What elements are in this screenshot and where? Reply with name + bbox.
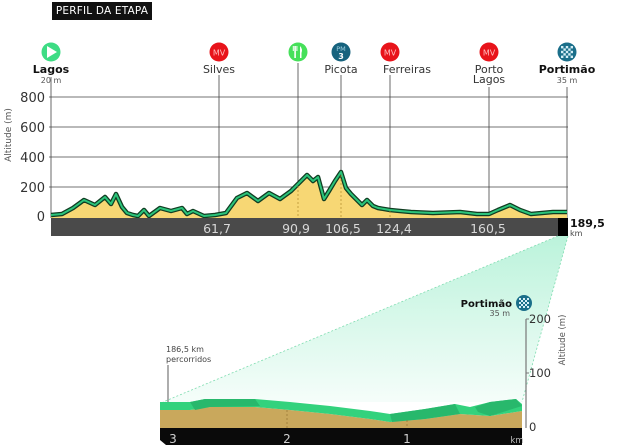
total-distance: 189,5 — [570, 217, 605, 230]
svg-text:600: 600 — [20, 121, 45, 136]
finish-x-ticks: 3 2 1 — [169, 432, 411, 446]
km-labels: 61,7 90,9 106,5 124,4 160,5 — [203, 221, 506, 236]
y-axis-label: Altitude (m) — [4, 108, 14, 162]
sprint-icon: MV — [479, 42, 499, 62]
svg-text:3: 3 — [169, 432, 177, 446]
y-axis-ticks: 800 600 400 200 0 — [20, 91, 45, 225]
waypoint-porto-lagos: Porto — [475, 63, 504, 76]
waypoint-ferreiras: Ferreiras — [383, 63, 431, 76]
finish-ground — [160, 407, 522, 428]
sprint-icon: MV — [380, 42, 400, 62]
svg-text:1: 1 — [403, 432, 411, 446]
svg-text:MV: MV — [483, 49, 496, 58]
checkered-flag-icon — [516, 295, 532, 311]
elevation-profile-line — [50, 171, 567, 217]
sprint-icon: MV — [209, 42, 229, 62]
finish-road-shade — [190, 399, 260, 410]
svg-text:PM: PM — [336, 45, 346, 53]
svg-text:106,5: 106,5 — [325, 221, 361, 236]
svg-text:61,7: 61,7 — [203, 221, 231, 236]
finish-road-shade — [475, 399, 522, 416]
svg-text:MV: MV — [213, 49, 226, 58]
distance-covered-note: 186,5 km — [166, 345, 204, 354]
waypoint-lagos-altitude: 20 m — [41, 76, 62, 85]
finish-y-ticks: 200 100 0 — [529, 312, 551, 434]
mountain-prize-icon: PM 3 — [331, 42, 351, 62]
svg-text:200: 200 — [529, 312, 551, 326]
waypoint-portimao: Portimão — [539, 63, 596, 76]
waypoint-lagos: Lagos — [33, 63, 70, 76]
finish-y-ticks-marks — [526, 318, 529, 374]
svg-text:800: 800 — [20, 91, 45, 106]
finish-marker-block — [558, 218, 568, 236]
finish-x-unit: km — [510, 436, 523, 446]
km-bar — [51, 218, 568, 236]
distance-covered-note-line2: percorridos — [166, 355, 211, 364]
svg-text:124,4: 124,4 — [376, 221, 412, 236]
total-distance-unit: km — [570, 229, 583, 238]
waypoint-picota: Picota — [324, 63, 357, 76]
svg-text:3: 3 — [338, 52, 344, 61]
waypoint-silves: Silves — [203, 63, 235, 76]
finish-detail-name: Portimão — [461, 299, 513, 310]
finish-km-bar — [160, 428, 522, 445]
fork-knife-icon — [288, 42, 308, 62]
svg-text:0: 0 — [529, 420, 536, 434]
zoom-guide-right — [521, 235, 569, 403]
svg-text:2: 2 — [283, 432, 291, 446]
start-icon — [41, 42, 61, 62]
elevation-profile-fill — [51, 172, 567, 218]
svg-text:MV: MV — [384, 49, 397, 58]
stage-profile-title: PERFIL DA ETAPA — [52, 2, 152, 20]
zoom-guide-left — [162, 235, 559, 403]
finish-detail-altitude: 35 m — [489, 309, 510, 318]
finish-y-axis-label: Altitude (m) — [558, 315, 568, 366]
waypoint-porto-lagos-line2: Lagos — [473, 73, 506, 86]
svg-text:200: 200 — [20, 181, 45, 196]
finish-road-shade — [390, 404, 460, 422]
waypoint-portimao-altitude: 35 m — [557, 76, 578, 85]
svg-text:90,9: 90,9 — [282, 221, 310, 236]
waypoint-dotted-lines — [297, 175, 391, 218]
svg-text:0: 0 — [37, 210, 45, 225]
checkered-flag-icon — [557, 42, 577, 62]
svg-text:100: 100 — [529, 366, 551, 380]
svg-text:160,5: 160,5 — [470, 221, 506, 236]
zoom-connector — [163, 236, 568, 402]
svg-text:400: 400 — [20, 151, 45, 166]
grid-lines — [49, 96, 568, 188]
